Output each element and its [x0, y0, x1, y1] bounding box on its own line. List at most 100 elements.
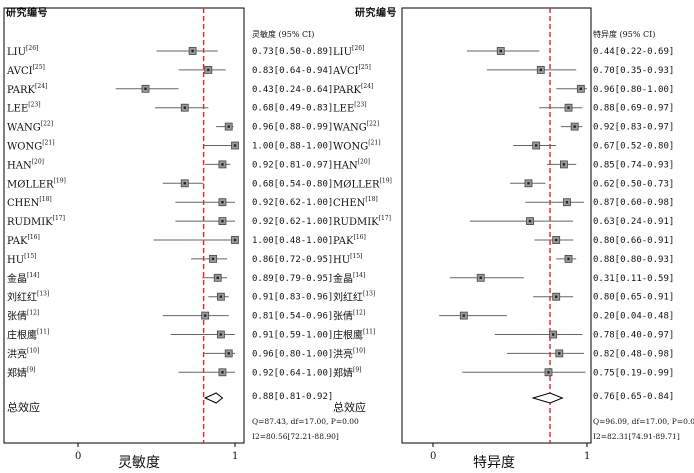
point-estimate-center [567, 106, 570, 109]
study-label: LEE[23] [7, 102, 41, 115]
sensitivity-plot-svg: LIU[26] 0.73[0.50-0.89] AVCI[25] 0.83[0.64-… [3, 7, 333, 462]
study-reference: [11] [37, 329, 49, 336]
study-reference: [16] [28, 234, 40, 241]
study-reference: [26] [352, 45, 364, 52]
ci-value-text: 0.92[0.81-0.97] [252, 160, 333, 170]
study-column-header: 研究编号 [355, 8, 397, 19]
study-reference: [11] [363, 329, 375, 336]
point-estimate-center [207, 68, 210, 72]
point-estimate-center [191, 49, 194, 53]
study-reference: [25] [359, 64, 371, 71]
x-tick-label: 1 [232, 451, 238, 462]
point-estimate-center [558, 352, 561, 355]
study-reference: [10] [353, 347, 365, 354]
study-name: WANG [333, 123, 367, 134]
study-name: 郑婧 [333, 366, 353, 379]
point-estimate-center [539, 68, 542, 72]
ci-value-text: 0.91[0.83-0.96] [252, 293, 333, 303]
ci-value-text: 0.43[0.24-0.64] [252, 85, 333, 95]
ci-value-text: 0.83[0.64-0.94] [252, 66, 333, 76]
study-name: PARK [333, 85, 362, 96]
ci-value-text: 1.00[0.88-1.00] [252, 142, 333, 152]
point-estimate-center [565, 201, 569, 204]
ci-value-text: 0.88[0.69-0.97] [593, 104, 674, 114]
ci-value-text: 0.31[0.11-0.59] [593, 274, 674, 284]
study-name: WANG [7, 123, 41, 134]
point-estimate-center [462, 314, 465, 317]
point-estimate-center [534, 144, 538, 147]
study-name: HAN [333, 160, 358, 171]
ci-value-text: 0.91[0.59-1.00] [252, 331, 333, 341]
q-statistic: Q=87.43, df=17.00, P=0.00 [252, 417, 359, 426]
study-label: LIU[26] [7, 45, 38, 58]
point-estimate-center [499, 49, 502, 53]
ci-value-text: 0.78[0.40-0.97] [593, 331, 674, 341]
point-estimate-center [221, 163, 224, 166]
study-reference: [25] [33, 64, 45, 71]
ci-value-text: 0.92[0.62-1.00] [252, 198, 333, 208]
study-reference: [12] [353, 310, 365, 317]
study-reference: [26] [26, 45, 38, 52]
x-tick-label: 0 [75, 451, 81, 462]
sensitivity-forest-plot: 研究编号 灵敏度 (95% CI) LIU[26] 0.73[0.50-0.89]… [3, 7, 359, 471]
ci-value-text: 0.63[0.24-0.91] [593, 217, 674, 227]
study-reference: [15] [24, 253, 36, 260]
x-axis-label: 灵敏度 [118, 455, 160, 471]
study-label: 庄根鹰[11] [7, 329, 49, 342]
study-reference: [21] [368, 140, 380, 147]
study-name: 刘红红 [333, 291, 363, 304]
point-estimate-center [555, 238, 558, 242]
study-reference: [9] [27, 366, 36, 373]
study-name: 金晶 [7, 272, 27, 285]
study-reference: [22] [367, 121, 379, 128]
x-axis-label: 特异度 [473, 455, 515, 471]
point-estimate-center [221, 219, 224, 223]
overall-label: 总效应 [333, 400, 366, 414]
ci-value-text: 0.75[0.19-0.99] [593, 368, 674, 378]
study-name: 张倩 [7, 310, 27, 323]
study-name: HAN [7, 160, 32, 171]
study-reference: [20] [358, 158, 370, 165]
study-label: 刘红红[13] [7, 291, 49, 304]
study-name: 洪亮 [7, 347, 27, 360]
study-label: 洪亮[10] [7, 347, 39, 360]
study-name: LIU [333, 47, 352, 58]
study-name: CHEN [7, 198, 40, 209]
study-label: WANG[22] [7, 121, 53, 134]
study-reference: [15] [350, 253, 362, 260]
study-label: PAK[16] [7, 234, 40, 247]
point-estimate-center [562, 163, 566, 166]
study-name: AVCI [6, 66, 33, 77]
study-reference: [13] [363, 291, 375, 298]
i2-statistic: I2=80.56[72.21-88.90] [252, 432, 339, 441]
study-label: AVCI[25] [6, 64, 45, 77]
point-estimate-center [551, 333, 555, 336]
study-reference: [23] [354, 102, 366, 109]
study-name: CHEN [333, 198, 366, 209]
ci-value-text: 0.73[0.50-0.89] [252, 47, 333, 57]
study-reference: [18] [39, 196, 51, 203]
study-label: 庄根鹰[11] [333, 329, 375, 342]
study-label: 刘红红[13] [333, 291, 375, 304]
study-label: RUDMIK[17] [7, 215, 65, 228]
study-name: 庄根鹰 [333, 329, 363, 342]
point-estimate-center [221, 201, 224, 204]
study-label: WONG[21] [7, 140, 55, 153]
point-estimate-center [227, 125, 230, 128]
ci-value-text: 0.68[0.49-0.83] [252, 104, 333, 114]
point-estimate-center [219, 333, 223, 336]
study-name: 刘红红 [7, 291, 37, 304]
study-reference: [19] [380, 177, 392, 184]
ci-value-text: 0.88[0.80-0.93] [593, 255, 674, 265]
study-label: 洪亮[10] [333, 347, 365, 360]
overall-diamond [203, 392, 224, 404]
point-estimate-center [527, 182, 530, 185]
study-name: WONG [7, 142, 42, 153]
point-estimate-center [183, 106, 186, 109]
ci-value-text: 0.96[0.80-1.00] [252, 349, 333, 359]
ci-column-header: 灵敏度 (95% CI) [252, 30, 315, 39]
study-name: MØLLER [333, 179, 380, 190]
study-name: MØLLER [7, 179, 54, 190]
ci-value-text: 0.62[0.50-0.73] [593, 179, 674, 189]
